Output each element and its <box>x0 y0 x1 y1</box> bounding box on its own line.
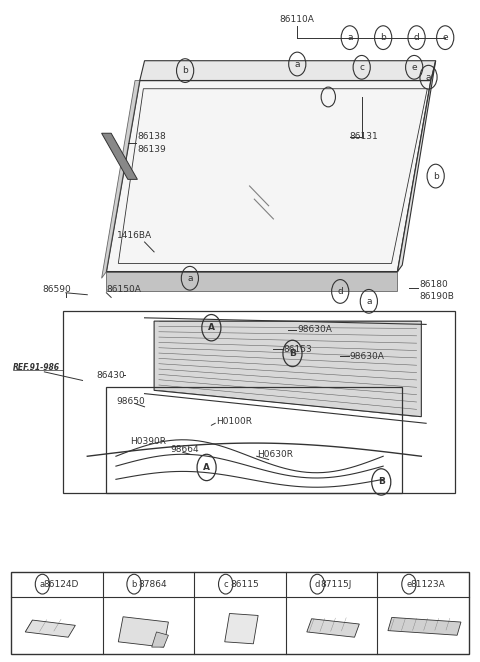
Polygon shape <box>152 632 168 647</box>
Text: 86139: 86139 <box>137 145 166 154</box>
Text: 86131: 86131 <box>350 132 379 141</box>
Text: c: c <box>223 580 228 589</box>
Text: REF.91-986: REF.91-986 <box>13 363 60 372</box>
Text: b: b <box>132 580 137 589</box>
Text: e: e <box>406 580 411 589</box>
Text: H0630R: H0630R <box>257 449 293 459</box>
Text: 86150A: 86150A <box>107 285 141 294</box>
Polygon shape <box>140 61 436 81</box>
Text: 86590: 86590 <box>42 285 71 294</box>
Text: 81123A: 81123A <box>411 580 445 589</box>
Text: 87115J: 87115J <box>321 580 352 589</box>
Text: H0100R: H0100R <box>216 417 252 426</box>
Text: a: a <box>295 60 300 68</box>
Text: d: d <box>337 287 343 296</box>
Text: b: b <box>182 66 188 75</box>
Text: 98630A: 98630A <box>350 352 384 361</box>
Text: d: d <box>314 580 320 589</box>
Text: b: b <box>433 171 439 181</box>
Text: 1416BA: 1416BA <box>118 231 153 240</box>
Polygon shape <box>107 271 397 291</box>
Text: A: A <box>203 463 210 472</box>
Polygon shape <box>107 81 431 271</box>
Text: d: d <box>414 33 420 42</box>
Text: 86138: 86138 <box>137 132 166 141</box>
Text: a: a <box>187 274 192 283</box>
Text: H0390R: H0390R <box>130 437 166 446</box>
Text: a: a <box>366 297 372 306</box>
Text: 86115: 86115 <box>230 580 259 589</box>
Text: 86190B: 86190B <box>419 291 454 301</box>
Text: 86110A: 86110A <box>280 15 315 24</box>
Polygon shape <box>388 618 461 636</box>
Text: 98664: 98664 <box>171 445 199 454</box>
Text: b: b <box>380 33 386 42</box>
Polygon shape <box>397 61 436 271</box>
Text: a: a <box>40 580 45 589</box>
Text: 87864: 87864 <box>139 580 168 589</box>
Text: 98650: 98650 <box>116 397 144 406</box>
Polygon shape <box>25 620 75 638</box>
Text: 86124D: 86124D <box>44 580 79 589</box>
Text: c: c <box>359 63 364 71</box>
Text: e: e <box>443 33 448 42</box>
Text: a: a <box>426 73 431 81</box>
Polygon shape <box>102 133 137 179</box>
Text: e: e <box>411 63 417 71</box>
Text: 86180: 86180 <box>419 280 448 289</box>
Text: 86153: 86153 <box>283 345 312 354</box>
Polygon shape <box>102 81 140 278</box>
Text: a: a <box>347 33 352 42</box>
Text: 86430: 86430 <box>97 371 125 380</box>
Polygon shape <box>225 614 258 644</box>
Text: 98630A: 98630A <box>297 325 332 334</box>
Text: B: B <box>289 349 296 358</box>
Polygon shape <box>154 321 421 416</box>
Text: B: B <box>378 477 384 487</box>
Polygon shape <box>118 617 168 647</box>
Text: A: A <box>208 323 215 332</box>
Polygon shape <box>307 619 360 638</box>
